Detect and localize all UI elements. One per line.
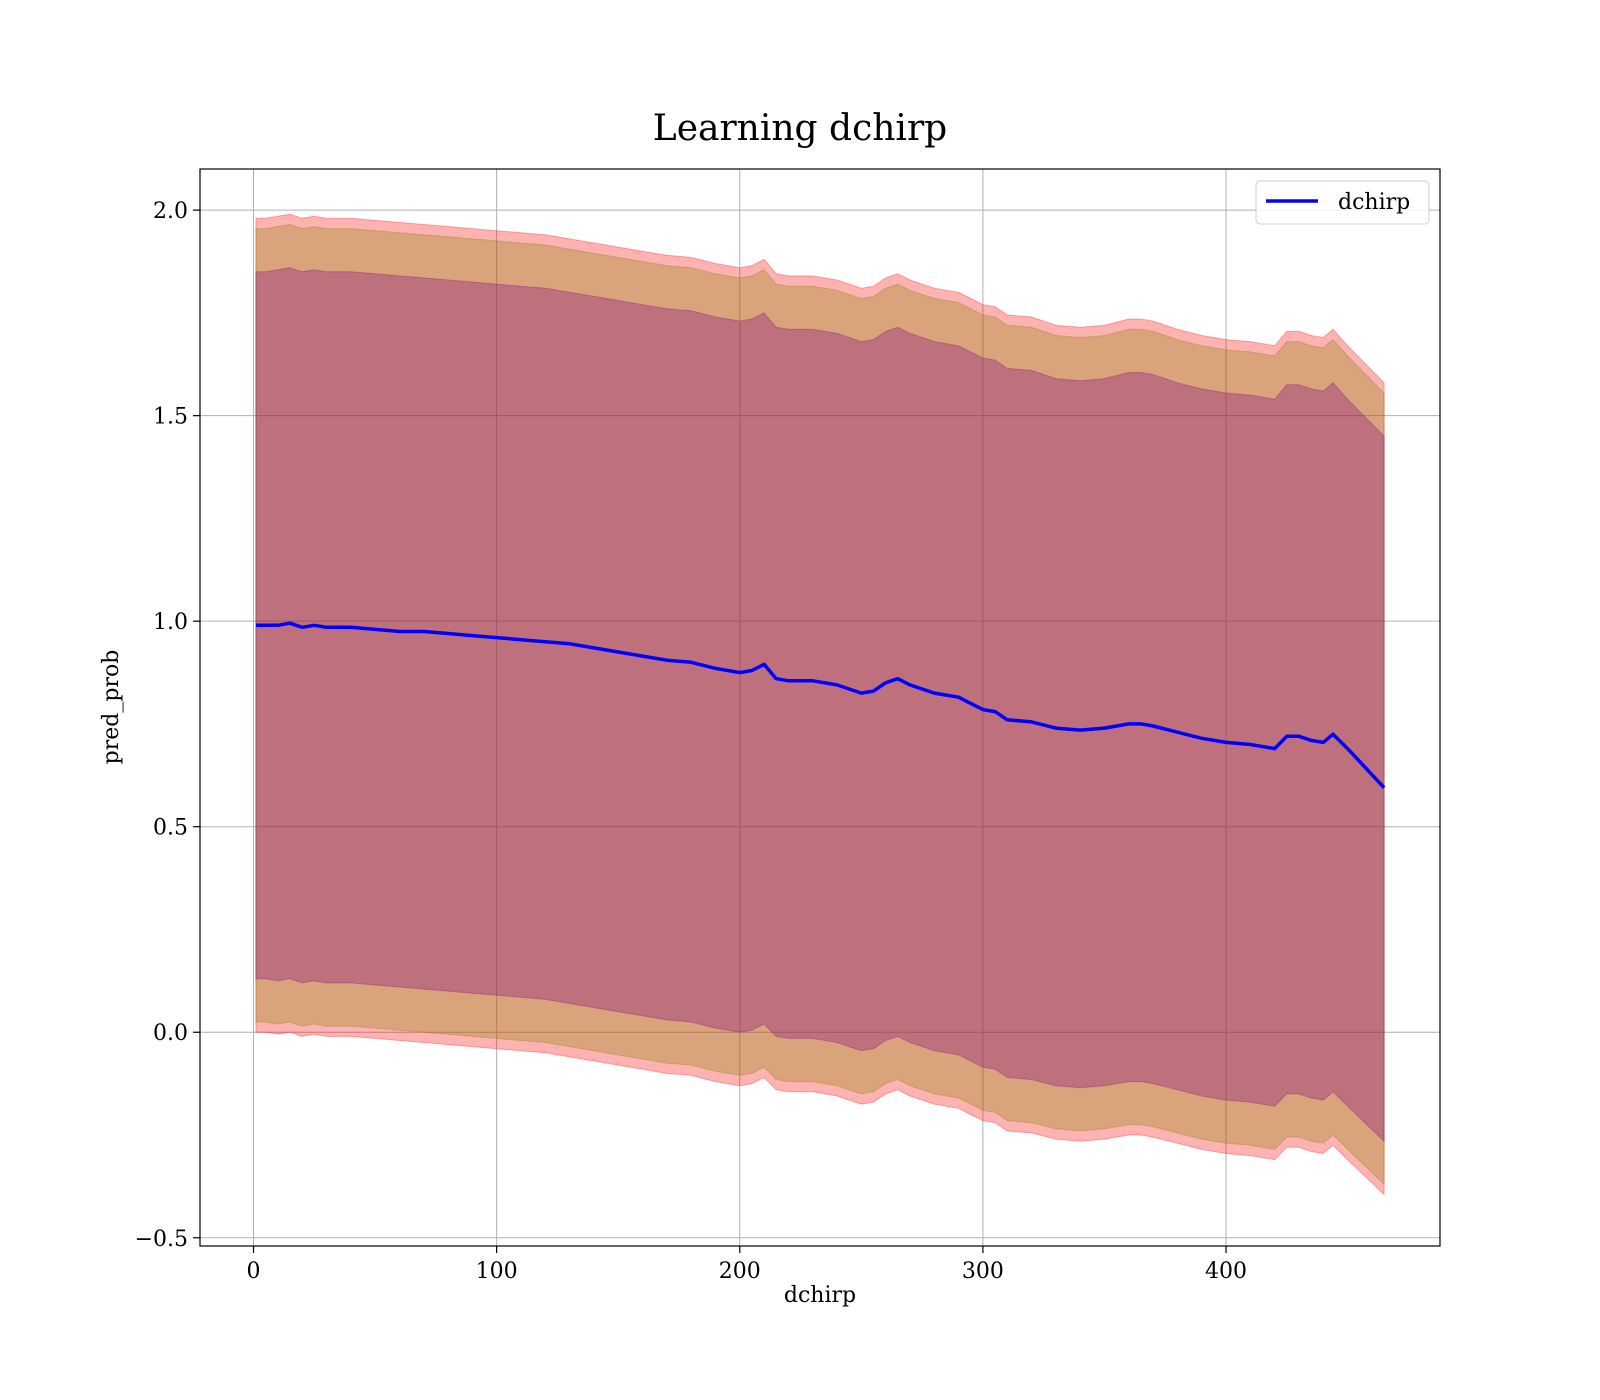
confidence-band-1 — [255, 213, 1385, 1196]
confidence-band-3 — [255, 267, 1385, 1143]
y-tick-label: 0.0 — [153, 1021, 188, 1046]
legend-box — [1255, 180, 1430, 225]
plot-background — [200, 169, 1440, 1246]
y-tick-label: 1.0 — [153, 610, 188, 635]
series-line-dchirp — [255, 621, 1386, 789]
x-tick-label: 100 — [476, 1259, 518, 1284]
confidence-bands — [255, 213, 1385, 1196]
y-axis-ticks: −0.5 0.0 0.5 1.0 1.5 2.0 — [135, 199, 200, 1252]
plot-frame — [199, 168, 1441, 1247]
plot-area — [199, 168, 1441, 1247]
y-tick-label: 0.5 — [153, 816, 188, 841]
y-tick-label: −0.5 — [135, 1227, 188, 1252]
x-tick-label: 0 — [246, 1259, 260, 1284]
y-tick-label: 1.5 — [153, 405, 188, 430]
confidence-band-2 — [255, 223, 1385, 1186]
legend-label-dchirp: dchirp — [1338, 190, 1410, 215]
x-axis-label: dchirp — [784, 1283, 856, 1308]
grid-lines — [200, 169, 1440, 1246]
x-tick-label: 400 — [1205, 1259, 1247, 1284]
x-tick-label: 300 — [962, 1259, 1004, 1284]
legend: dchirp — [1255, 180, 1430, 225]
chart-title: Learning dchirp — [653, 108, 947, 149]
y-tick-label: 2.0 — [153, 199, 188, 224]
x-tick-label: 200 — [719, 1259, 761, 1284]
series-lines — [255, 621, 1386, 789]
y-axis-label: pred_prob — [99, 650, 124, 765]
x-axis-ticks: 0 100 200 300 400 — [246, 1246, 1247, 1284]
